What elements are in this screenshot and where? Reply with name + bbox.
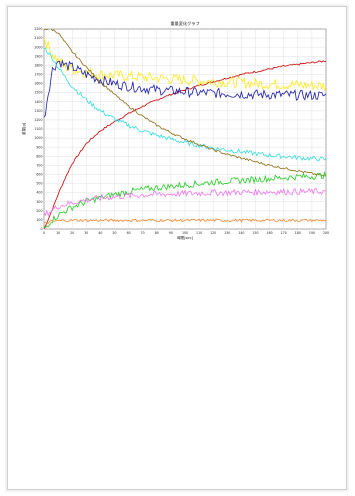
x-tick-label: 150 — [252, 231, 258, 235]
x-tick-label: 170 — [281, 231, 287, 235]
y-tick-label: 1600 — [34, 82, 42, 86]
x-tick-label: 160 — [267, 231, 273, 235]
y-tick-label: 800 — [36, 154, 42, 158]
series-line-4 — [44, 47, 326, 162]
x-tick-label: 50 — [112, 231, 116, 235]
y-tick-label: 300 — [36, 200, 42, 204]
x-tick-label: 100 — [182, 231, 188, 235]
x-tick-label: 40 — [98, 231, 102, 235]
x-tick-label: 140 — [238, 231, 244, 235]
y-tick-label: 400 — [36, 191, 42, 195]
y-tick-label: 1400 — [34, 100, 42, 104]
y-tick-label: 1500 — [34, 91, 42, 95]
y-axis-label: 重量[g] — [21, 122, 26, 135]
x-tick-label: 200 — [323, 231, 329, 235]
x-tick-label: 110 — [196, 231, 202, 235]
series-line-1 — [44, 60, 326, 229]
series-line-5 — [44, 29, 326, 177]
y-tick-label: 900 — [36, 145, 42, 149]
chart-title: 重量変化グラフ — [170, 20, 199, 27]
y-tick-label: 1200 — [34, 118, 42, 122]
x-tick-label: 0 — [43, 231, 45, 235]
document-page: 重量変化グラフ 0 10 20 30 40 50 60 70 80 90 100 110 120 130 14… — [7, 6, 347, 490]
x-tick-label: 20 — [70, 231, 74, 235]
x-axis-label: 時間[sec] — [177, 235, 194, 240]
x-tick-label: 60 — [127, 231, 131, 235]
series-line-8 — [44, 218, 326, 224]
x-tick-label: 70 — [141, 231, 145, 235]
y-tick-label: 1300 — [34, 109, 42, 113]
y-tick-label: 500 — [36, 182, 42, 186]
line-chart: 重量変化グラフ 0 10 20 30 40 50 60 70 80 90 100 110 120 130 14… — [21, 20, 329, 240]
y-tick-label: 1900 — [34, 54, 42, 58]
y-tick-label: 200 — [36, 209, 42, 213]
y-tick-label: 1000 — [34, 136, 42, 140]
x-tick-label: 30 — [84, 231, 88, 235]
y-tick-label: 2200 — [34, 27, 42, 31]
x-tick-label: 120 — [210, 231, 216, 235]
series-line-3 — [44, 59, 326, 118]
x-tick-label: 180 — [295, 231, 301, 235]
x-tick-label: 90 — [169, 231, 173, 235]
series-line-7 — [44, 187, 326, 218]
x-tick-label: 130 — [224, 231, 230, 235]
y-tick-label: 700 — [36, 163, 42, 167]
y-tick-label: 1700 — [34, 73, 42, 77]
x-tick-label: 10 — [56, 231, 60, 235]
x-tick-label: 190 — [309, 231, 315, 235]
y-tick-label: 600 — [36, 173, 42, 177]
y-tick-label: 2000 — [34, 45, 42, 49]
y-tick-label: 2100 — [34, 36, 42, 40]
y-tick-label: 1800 — [34, 63, 42, 67]
x-tick-label: 80 — [155, 231, 159, 235]
y-tick-label: 100 — [36, 218, 42, 222]
y-tick-label: 0 — [40, 227, 42, 231]
y-tick-label: 1100 — [34, 127, 42, 131]
